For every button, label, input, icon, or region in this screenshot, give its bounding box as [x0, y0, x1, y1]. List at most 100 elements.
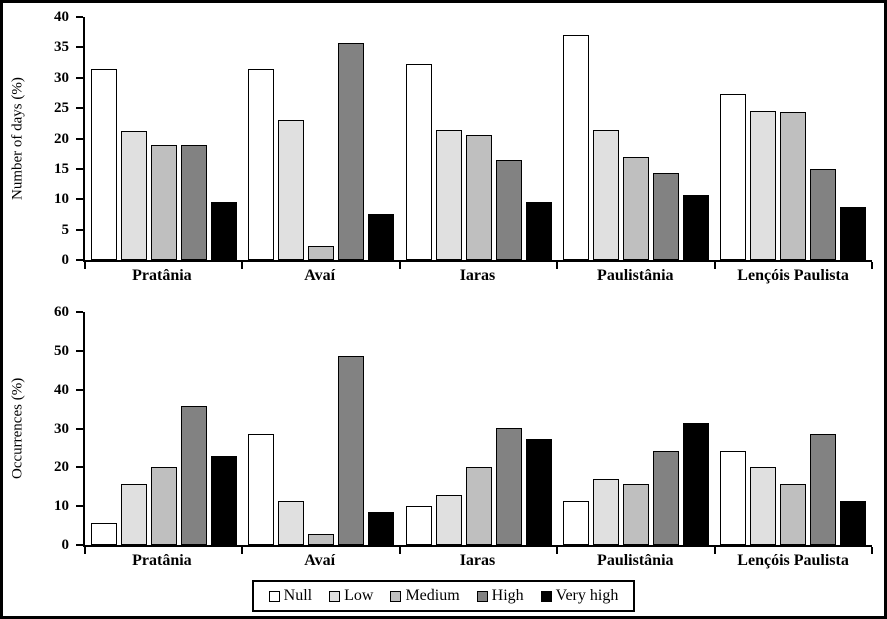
bar: [652, 451, 679, 545]
bar: [720, 451, 747, 545]
bar-group: [85, 312, 242, 545]
legend-label: Low: [344, 587, 374, 604]
bar: [652, 173, 679, 260]
y-tick-label: 30: [54, 69, 69, 86]
bar: [248, 69, 275, 260]
bar: [622, 484, 649, 545]
bar: [90, 69, 117, 260]
legend-container: Null Low Medium High Very high: [3, 580, 884, 612]
top-chart: Number of days (%) 0 5 10 15 20 25 30 35 40 Prat…: [3, 9, 884, 288]
bar-group: [400, 312, 557, 545]
y-axis-tick-marks: [75, 311, 83, 546]
bar-group: [85, 17, 242, 260]
y-tick-mark: [76, 388, 83, 391]
y-tick-mark: [76, 16, 83, 18]
y-tick-label: 20: [54, 130, 69, 147]
bar: [210, 456, 237, 545]
category-label: Pratânia: [132, 267, 192, 284]
bar: [562, 35, 589, 260]
category-label: Paulistânia: [597, 552, 674, 569]
x-tick-mark: [398, 547, 401, 554]
x-tick-mark: [713, 262, 716, 269]
bar: [90, 523, 117, 545]
category-label: Avaí: [304, 552, 336, 569]
bar: [682, 195, 709, 260]
bar: [840, 501, 867, 545]
bar: [810, 169, 837, 260]
legend-swatch: [540, 590, 552, 602]
y-axis-tick-labels: 0 5 10 15 20 25 30 35 40: [33, 9, 75, 268]
bar: [180, 406, 207, 545]
y-tick-mark: [76, 311, 83, 313]
x-tick-mark: [84, 262, 86, 269]
bar: [525, 439, 552, 545]
category-label: Iaras: [459, 267, 496, 284]
legend-item: High: [476, 587, 524, 605]
bar: [120, 484, 147, 545]
legend-item: Very high: [540, 587, 618, 605]
legend-item: Null: [268, 587, 313, 605]
bar: [405, 64, 432, 260]
y-tick-mark: [76, 466, 83, 469]
y-tick-mark: [76, 427, 83, 430]
y-tick-label: 20: [54, 459, 69, 476]
y-tick-label: 30: [54, 420, 69, 437]
bar: [150, 145, 177, 260]
bar: [308, 534, 335, 545]
legend-swatch: [476, 590, 488, 602]
legend-swatch: [268, 590, 280, 602]
x-tick-mark: [713, 547, 716, 554]
y-tick-label: 25: [54, 100, 69, 117]
bar: [525, 202, 552, 260]
legend: Null Low Medium High Very high: [251, 580, 636, 612]
bar: [368, 214, 395, 260]
category-label: Iaras: [459, 552, 496, 569]
legend-label: Null: [283, 587, 313, 604]
bar: [750, 111, 777, 260]
bar: [840, 207, 867, 260]
bar: [338, 356, 365, 545]
category-label: Lençóis Paulista: [737, 552, 849, 569]
bar: [120, 131, 147, 260]
bottom-chart: Occurrences (%) 0 10 20 30 40 50 60 Pratânia Av…: [3, 304, 884, 573]
bar: [278, 120, 305, 260]
legend-swatch: [329, 590, 341, 602]
legend-item: Medium: [390, 587, 460, 605]
y-tick-label: 0: [61, 252, 70, 268]
bar: [435, 495, 462, 545]
bar: [278, 501, 305, 545]
category-label: Lençóis Paulista: [737, 267, 849, 284]
y-tick-mark: [76, 46, 83, 49]
bar: [308, 246, 335, 260]
category-label: Pratânia: [132, 552, 192, 569]
bar: [180, 145, 207, 260]
x-tick-mark: [398, 262, 401, 269]
plot-area: [83, 312, 873, 554]
y-tick-mark: [76, 76, 83, 79]
y-tick-label: 40: [54, 9, 69, 25]
y-tick-mark: [76, 167, 83, 170]
y-tick-label: 10: [54, 498, 69, 515]
y-tick-label: 60: [54, 304, 69, 320]
y-tick-label: 50: [54, 342, 69, 359]
category-label: Paulistânia: [597, 267, 674, 284]
bar-group: [242, 17, 399, 260]
y-tick-mark: [76, 198, 83, 201]
bar: [150, 467, 177, 545]
bar: [622, 157, 649, 260]
x-tick-mark: [556, 262, 559, 269]
bar: [465, 467, 492, 545]
y-tick-mark: [76, 107, 83, 110]
bar: [592, 130, 619, 260]
bar: [750, 467, 777, 545]
y-tick-label: 40: [54, 381, 69, 398]
bar: [682, 423, 709, 545]
y-axis-title: Occurrences (%): [9, 377, 26, 480]
legend-label: Medium: [405, 587, 460, 604]
bar: [562, 501, 589, 545]
bar-group: [557, 312, 714, 545]
y-tick-label: 15: [54, 160, 69, 177]
y-tick-mark: [76, 137, 83, 140]
legend-item: Low: [329, 587, 373, 605]
